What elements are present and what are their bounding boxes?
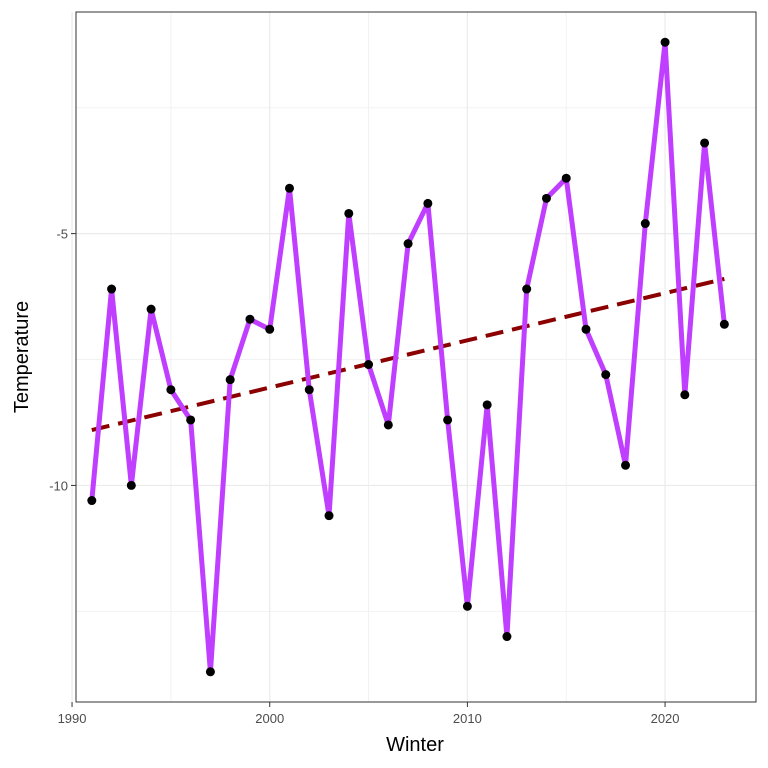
data-point [502, 632, 512, 642]
data-point [304, 385, 314, 395]
data-point [383, 420, 393, 430]
trend-line [91, 276, 725, 432]
data-point [364, 360, 374, 370]
x-tick-label: 1990 [58, 711, 87, 726]
series-layer [89, 39, 727, 675]
x-tick-label: 2020 [651, 711, 680, 726]
data-point [541, 193, 551, 203]
plot-panel-border [75, 11, 757, 703]
data-point [284, 183, 294, 193]
data-point [581, 324, 591, 334]
data-point [640, 219, 650, 229]
data-point [87, 496, 97, 506]
data-point [265, 324, 275, 334]
data-point [344, 208, 354, 218]
data-point [186, 415, 196, 425]
x-tick-label: 2010 [453, 711, 482, 726]
x-axis-title: Winter [386, 734, 444, 756]
data-point [443, 415, 453, 425]
data-point [245, 314, 255, 324]
data-point [423, 198, 433, 208]
data-point [126, 480, 136, 490]
data-point [225, 375, 235, 385]
data-point [107, 284, 117, 294]
data-point [680, 390, 690, 400]
temperature-series-line [89, 39, 727, 675]
data-point [700, 138, 710, 148]
trend-line-layer [91, 276, 725, 432]
data-point [660, 37, 670, 47]
x-tick-label: 2000 [255, 711, 284, 726]
data-point [522, 284, 532, 294]
data-point [324, 511, 334, 521]
y-axis-title: Temperature [11, 301, 33, 413]
data-point [561, 173, 571, 183]
axis-tick-labels: 1990 2000 2010 2020 -10 -5 [49, 227, 679, 726]
data-point [719, 319, 729, 329]
minor-gridlines [76, 12, 756, 702]
points-layer [87, 37, 729, 677]
data-point [621, 460, 631, 470]
data-point [146, 304, 156, 314]
data-point [205, 667, 215, 677]
y-tick-label: -5 [56, 227, 68, 242]
data-point [462, 601, 472, 611]
major-gridlines [71, 12, 756, 702]
y-tick-label: -10 [49, 478, 68, 493]
data-point [166, 385, 176, 395]
data-point [403, 239, 413, 249]
data-point [601, 370, 611, 380]
data-point [482, 400, 492, 410]
axis-ticks [71, 233, 666, 707]
